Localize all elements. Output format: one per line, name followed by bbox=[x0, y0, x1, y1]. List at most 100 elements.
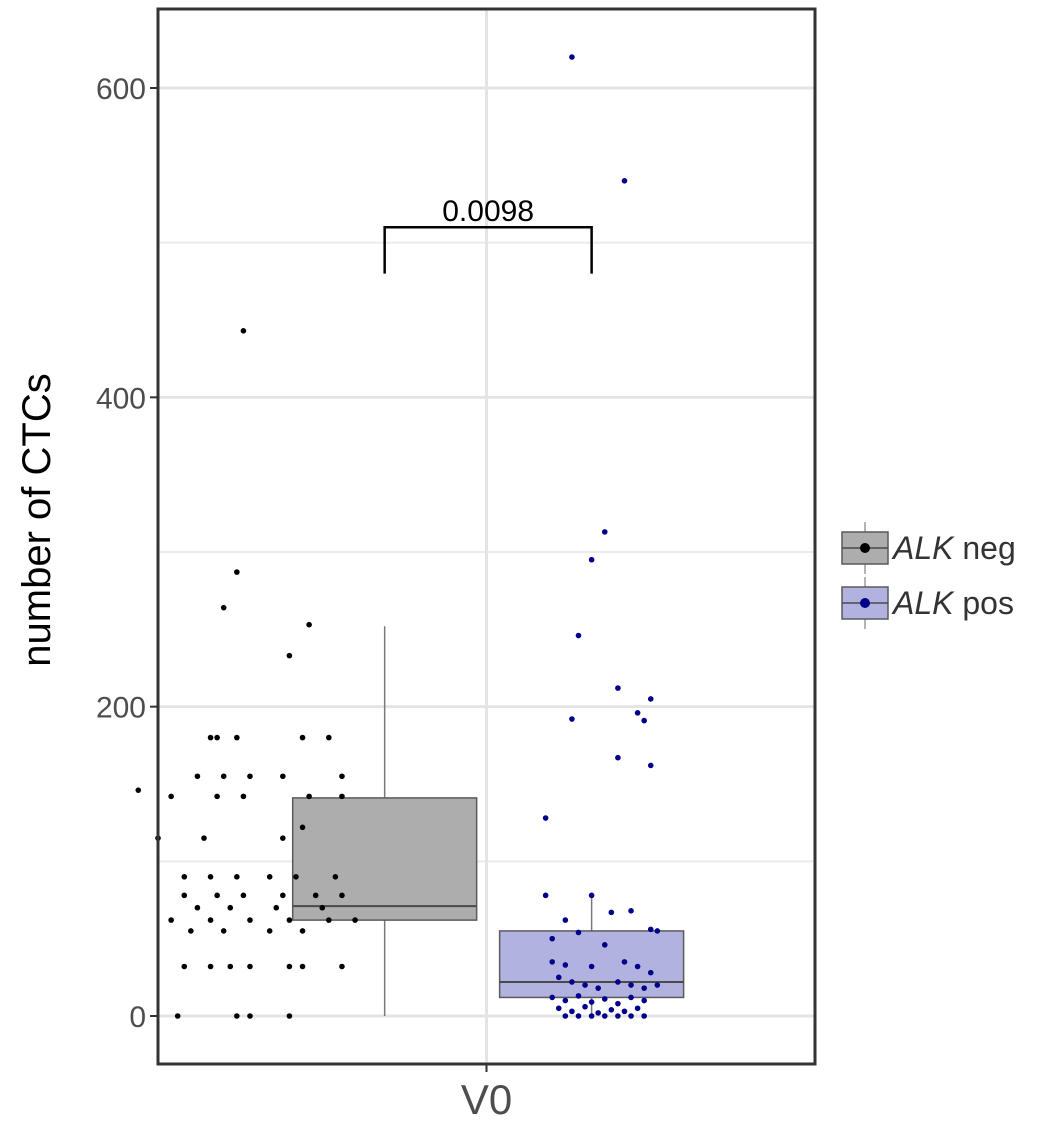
data-point bbox=[299, 963, 306, 970]
data-point bbox=[608, 1007, 615, 1013]
data-point bbox=[562, 997, 569, 1004]
data-point bbox=[647, 696, 654, 702]
data-point bbox=[641, 717, 647, 724]
data-point bbox=[194, 904, 201, 911]
y-tick-label: 600 bbox=[96, 73, 146, 106]
y-axis-ticks: 0 200 400 600 bbox=[96, 73, 158, 1034]
data-point bbox=[654, 928, 661, 934]
data-point bbox=[339, 773, 345, 780]
data-point bbox=[352, 917, 358, 923]
grid-layer bbox=[158, 9, 815, 1064]
data-point bbox=[286, 1013, 293, 1019]
legend-item: ALK neg bbox=[841, 522, 1016, 574]
data-point bbox=[339, 892, 345, 899]
data-point bbox=[207, 917, 214, 923]
data-point bbox=[240, 793, 247, 800]
data-point bbox=[569, 54, 575, 60]
data-point bbox=[247, 963, 253, 970]
data-point bbox=[286, 963, 293, 970]
data-point bbox=[562, 917, 569, 923]
data-point bbox=[615, 979, 621, 985]
point-layer bbox=[135, 54, 661, 1019]
data-point bbox=[286, 917, 293, 923]
data-point bbox=[555, 1005, 562, 1012]
box-layer bbox=[291, 626, 685, 1016]
data-point bbox=[549, 994, 555, 1001]
data-point bbox=[654, 982, 661, 988]
data-point bbox=[575, 1013, 582, 1019]
data-point bbox=[280, 773, 286, 780]
data-point bbox=[207, 874, 214, 880]
data-point bbox=[168, 917, 174, 923]
data-point bbox=[299, 734, 306, 741]
legend-item: ALK pos bbox=[841, 577, 1014, 629]
box-body bbox=[291, 797, 478, 921]
data-point bbox=[214, 892, 220, 899]
data-point bbox=[549, 959, 555, 965]
annotation-layer: 0.0098 bbox=[383, 195, 593, 274]
data-point bbox=[240, 892, 247, 899]
data-point bbox=[588, 892, 595, 899]
data-point bbox=[174, 1013, 181, 1019]
data-point bbox=[575, 993, 582, 999]
data-point bbox=[332, 874, 339, 880]
data-point bbox=[247, 773, 253, 780]
data-point bbox=[628, 908, 634, 914]
data-point bbox=[582, 982, 588, 988]
data-point bbox=[542, 815, 549, 821]
data-point bbox=[615, 1000, 621, 1007]
data-point bbox=[194, 773, 201, 780]
data-point bbox=[266, 928, 273, 934]
data-point bbox=[247, 917, 253, 923]
data-point bbox=[220, 604, 227, 611]
data-point bbox=[634, 1005, 641, 1012]
data-point bbox=[266, 874, 273, 880]
data-point bbox=[326, 917, 332, 923]
data-point bbox=[306, 793, 312, 800]
data-point bbox=[181, 963, 188, 970]
data-point bbox=[575, 632, 582, 639]
data-point bbox=[601, 996, 608, 1002]
data-point bbox=[569, 716, 575, 722]
data-point bbox=[608, 909, 615, 916]
data-point bbox=[201, 835, 207, 841]
data-point bbox=[601, 942, 608, 948]
y-tick-label: 0 bbox=[129, 1001, 146, 1034]
data-point bbox=[634, 710, 641, 716]
data-point bbox=[569, 979, 575, 985]
data-point bbox=[339, 963, 345, 970]
data-point bbox=[234, 1013, 240, 1019]
data-point bbox=[273, 904, 280, 911]
data-point bbox=[234, 734, 240, 741]
p-value-label: 0.0098 bbox=[442, 195, 534, 228]
data-point bbox=[641, 997, 647, 1004]
data-point bbox=[641, 1013, 647, 1019]
x-axis-ticks: V0 bbox=[461, 1064, 512, 1122]
data-point bbox=[621, 959, 628, 965]
x-tick-label: V0 bbox=[461, 1076, 512, 1122]
y-tick-label: 200 bbox=[96, 692, 146, 725]
data-point bbox=[588, 999, 595, 1005]
data-point bbox=[207, 734, 214, 741]
significance-bracket bbox=[383, 225, 593, 274]
data-point bbox=[647, 762, 654, 769]
data-point bbox=[181, 892, 188, 899]
data-point bbox=[326, 734, 332, 741]
data-point bbox=[621, 178, 628, 184]
data-point bbox=[293, 874, 299, 880]
data-point bbox=[647, 926, 654, 933]
data-point bbox=[207, 963, 214, 970]
data-point bbox=[601, 529, 608, 535]
data-point bbox=[615, 754, 621, 761]
data-point bbox=[319, 904, 326, 911]
data-point bbox=[562, 962, 569, 968]
data-point bbox=[234, 569, 240, 575]
data-point bbox=[286, 652, 293, 659]
legend-key-point bbox=[860, 543, 870, 553]
data-point bbox=[628, 994, 634, 1001]
legend-key-point bbox=[860, 598, 870, 608]
data-point bbox=[542, 892, 549, 899]
data-point bbox=[188, 928, 194, 934]
data-point bbox=[299, 824, 306, 831]
